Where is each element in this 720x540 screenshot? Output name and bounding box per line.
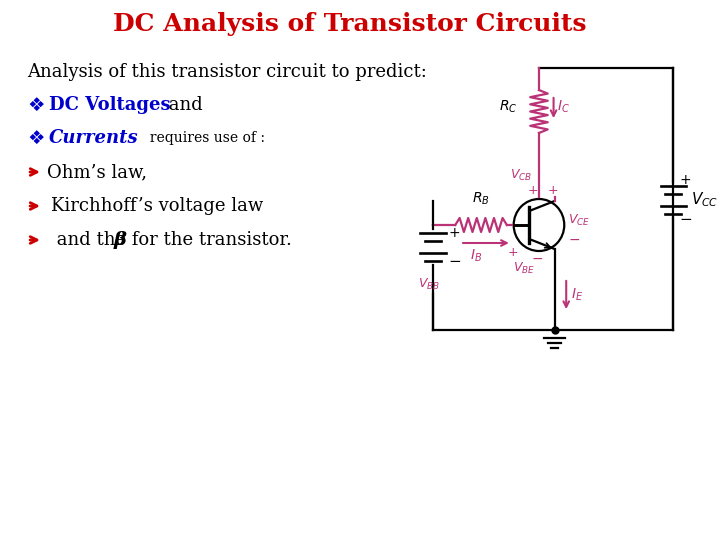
Text: −: − [531, 252, 543, 266]
Text: and: and [163, 96, 203, 114]
Text: +: + [449, 226, 460, 240]
Text: $I_C$: $I_C$ [557, 98, 570, 114]
Text: −: − [568, 233, 580, 247]
Text: $V_{CE}$: $V_{CE}$ [568, 212, 590, 227]
Text: $V_{CB}$: $V_{CB}$ [510, 168, 533, 183]
Text: +: + [508, 246, 518, 259]
Text: $R_B$: $R_B$ [472, 191, 490, 207]
Text: +: + [679, 173, 690, 187]
Text: +: + [547, 185, 558, 198]
Text: −: − [679, 213, 692, 227]
Text: DC Analysis of Transistor Circuits: DC Analysis of Transistor Circuits [114, 12, 587, 36]
Text: $V_{CC}$: $V_{CC}$ [690, 191, 718, 210]
Text: ❖: ❖ [27, 96, 45, 114]
Text: $I_B$: $I_B$ [470, 248, 482, 265]
Text: Ohm’s law,: Ohm’s law, [47, 163, 147, 181]
Text: ❖: ❖ [27, 129, 45, 147]
Text: $V_{BB}$: $V_{BB}$ [418, 277, 440, 292]
Text: Analysis of this transistor circuit to predict:: Analysis of this transistor circuit to p… [27, 63, 427, 81]
Text: Kirchhoff’s voltage law: Kirchhoff’s voltage law [50, 197, 263, 215]
Text: for the transistor.: for the transistor. [125, 231, 292, 249]
Text: $R_C$: $R_C$ [499, 98, 518, 114]
Text: and the: and the [50, 231, 132, 249]
Text: Currents: Currents [49, 129, 138, 147]
Text: requires use of :: requires use of : [141, 131, 265, 145]
Text: DC Voltages: DC Voltages [49, 96, 170, 114]
Text: β: β [114, 231, 127, 249]
Text: $V_{BE}$: $V_{BE}$ [513, 261, 536, 276]
Text: +: + [528, 185, 539, 198]
Text: $I_E$: $I_E$ [571, 287, 583, 303]
Text: −: − [449, 253, 462, 268]
